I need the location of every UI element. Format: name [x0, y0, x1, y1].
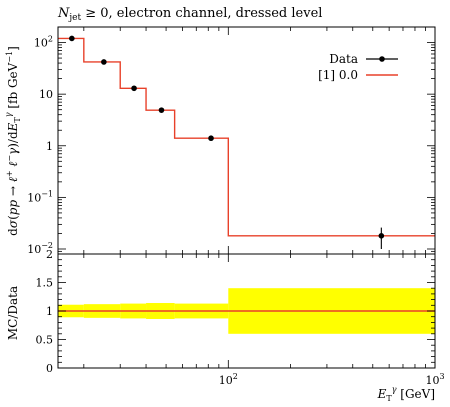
- data-point: [158, 107, 165, 113]
- legend-marker-data-dot: [379, 56, 385, 62]
- main-x-axis: [83, 27, 436, 254]
- legend-label-mc: [1] 0.0: [318, 68, 358, 82]
- main-y-tick-label: 10−1: [27, 189, 53, 204]
- data-point: [101, 59, 107, 65]
- main-plot-frame: [57, 26, 436, 255]
- ratio-y-axis: 0 0.5 1 1.5 2: [36, 248, 435, 375]
- data-point: [208, 135, 214, 142]
- ratio-x-tick-label: 102: [219, 372, 238, 387]
- main-y-tick-label: 1: [46, 140, 53, 153]
- chart-title: Njet ≥ 0, electron channel, dressed leve…: [57, 6, 322, 23]
- ratio-x-axis: 102 103: [83, 254, 445, 387]
- ratio-y-axis-label: MC/Data: [6, 286, 20, 340]
- x-axis-label: ETγ [GeV]: [377, 385, 435, 403]
- data-point: [378, 233, 385, 239]
- data-point: [131, 85, 137, 92]
- mc-histogram-line: [58, 37, 435, 237]
- mc-histogram: [58, 37, 435, 237]
- ratio-y-tick-label: 0: [46, 362, 53, 375]
- data-point: [69, 35, 75, 42]
- ratio-y-tick-label: 1.5: [36, 277, 54, 290]
- main-y-tick-label: 10−2: [27, 241, 53, 256]
- ratio-y-tick-label: 2: [46, 248, 53, 261]
- ratio-y-tick-label: 1: [46, 305, 53, 318]
- data-points: [69, 35, 385, 249]
- main-y-axis-label: dσ(pp → ℓ+ ℓ−γ)/dETγ [fb GeV−1]: [4, 46, 22, 236]
- main-y-tick-label: 102: [34, 35, 53, 50]
- legend-label-data: Data: [329, 52, 358, 66]
- ratio-y-tick-label: 0.5: [36, 334, 54, 347]
- legend: Data [1] 0.0: [318, 52, 398, 82]
- ratio-x-tick-label: 103: [425, 372, 444, 387]
- main-y-tick-label: 10: [39, 88, 53, 101]
